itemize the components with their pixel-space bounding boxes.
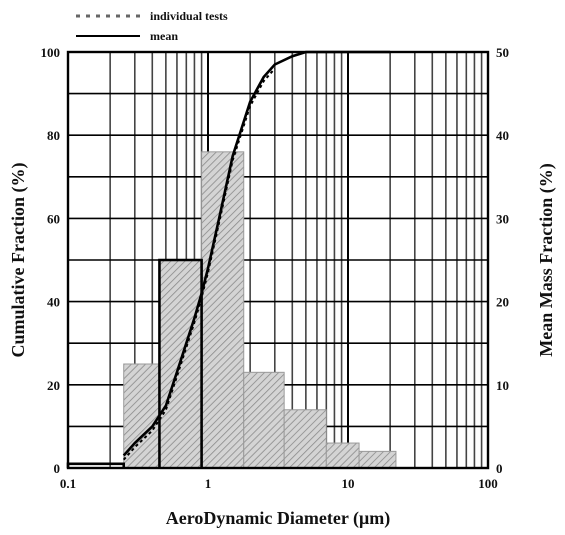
plot-frame [66, 50, 490, 470]
y2-tick-label: 10 [496, 378, 509, 393]
bar [325, 442, 360, 469]
mean-step [158, 258, 203, 468]
legend: individual tests mean [76, 9, 228, 43]
bars [123, 151, 397, 469]
y2-tick-label: 50 [496, 45, 509, 60]
y2-tick-label: 30 [496, 211, 509, 226]
x-tick-label: 100 [478, 476, 498, 491]
y-tick-label: 60 [47, 211, 60, 226]
legend-label: individual tests [150, 9, 228, 23]
x-tick-label: 0.1 [60, 476, 76, 491]
legend-label: mean [150, 29, 178, 43]
bar [243, 371, 285, 469]
y2-tick-label: 20 [496, 295, 509, 310]
y2-tick-label: 0 [496, 461, 503, 476]
bar [283, 409, 327, 469]
y2-axis-label: Mean Mass Fraction (%) [536, 163, 557, 356]
y-tick-label: 80 [47, 128, 60, 143]
y-tick-label: 100 [41, 45, 61, 60]
y-tick-label: 0 [54, 461, 61, 476]
y-tick-label: 40 [47, 295, 60, 310]
bar [358, 450, 397, 469]
x-tick-label: 1 [205, 476, 212, 491]
grid [68, 52, 488, 468]
y2-tick-label: 40 [496, 128, 509, 143]
y-tick-label: 20 [47, 378, 60, 393]
x-tick-label: 10 [342, 476, 355, 491]
y-axis-label: Cumulative Fraction (%) [8, 163, 29, 358]
bar [123, 363, 160, 469]
x-axis-label: AeroDynamic Diameter (μm) [166, 508, 390, 529]
